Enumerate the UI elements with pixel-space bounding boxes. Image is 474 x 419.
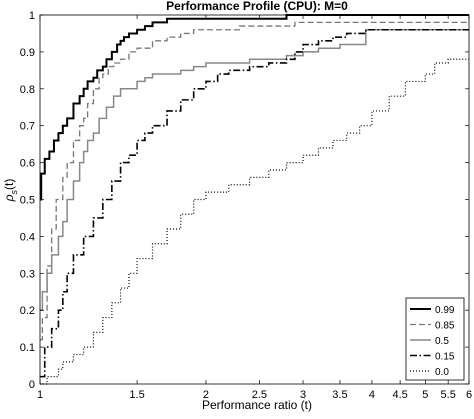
series-line-0 [40,14,469,201]
x-tick-label: 3.5 [332,389,347,401]
y-tick-label: 0.8 [20,84,35,96]
y-axis-label: ρs(t) [2,179,19,203]
x-tick-label: 4 [369,389,375,401]
x-tick-label: 4.5 [392,389,407,401]
x-tick-label: 5 [422,389,428,401]
legend: 0.99 0.85 0.5 0.15 0.0 [405,297,465,381]
y-tick-label: 0.2 [20,305,35,317]
x-axis-label: Performance ratio (t) [202,398,312,412]
x-tick-label: 5.5 [441,389,456,401]
y-tick-label: 1 [29,10,35,22]
y-axis-label-subscript: s [9,189,19,194]
y-tick-label: 0.5 [20,195,35,207]
y-tick-label: 0.6 [20,158,35,170]
y-tick-label: 0.3 [20,268,35,280]
x-tick-label: 6 [466,389,472,401]
y-tick-label: 0.7 [20,121,35,133]
y-tick-label: 0 [29,379,35,391]
y-tick-label: 0.1 [20,342,35,354]
y-axis-label-main: ρ [2,194,16,202]
legend-label-0: 0.99 [435,305,455,316]
x-tick-label: 1 [37,389,43,401]
plot-area: 1 1.5 2 2.5 3 3.5 4 4.5 5 5.5 6 0 0.1 0.2 0.3 0.4 0.5 0.6… [20,10,472,401]
x-tick-label: 2 [203,389,209,401]
y-tick-label: 0.9 [20,47,35,59]
x-tick-label: 1.5 [129,389,144,401]
legend-label-3: 0.15 [435,352,455,363]
y-tick-label: 0.4 [20,231,35,243]
series-line-3 [40,28,469,378]
chart-title: Performance Profile (CPU): M=0 [166,0,348,13]
series-line-4 [40,58,469,385]
legend-label-1: 0.85 [435,321,455,332]
x-tick-label: 3 [300,389,306,401]
legend-box [405,297,465,381]
legend-label-2: 0.5 [435,336,449,347]
y-axis-label-suffix: (t) [2,179,16,190]
legend-label-4: 0.0 [435,367,449,378]
x-tick-label: 2.5 [252,389,267,401]
svg-text:ρs(t): ρs(t) [2,179,19,203]
